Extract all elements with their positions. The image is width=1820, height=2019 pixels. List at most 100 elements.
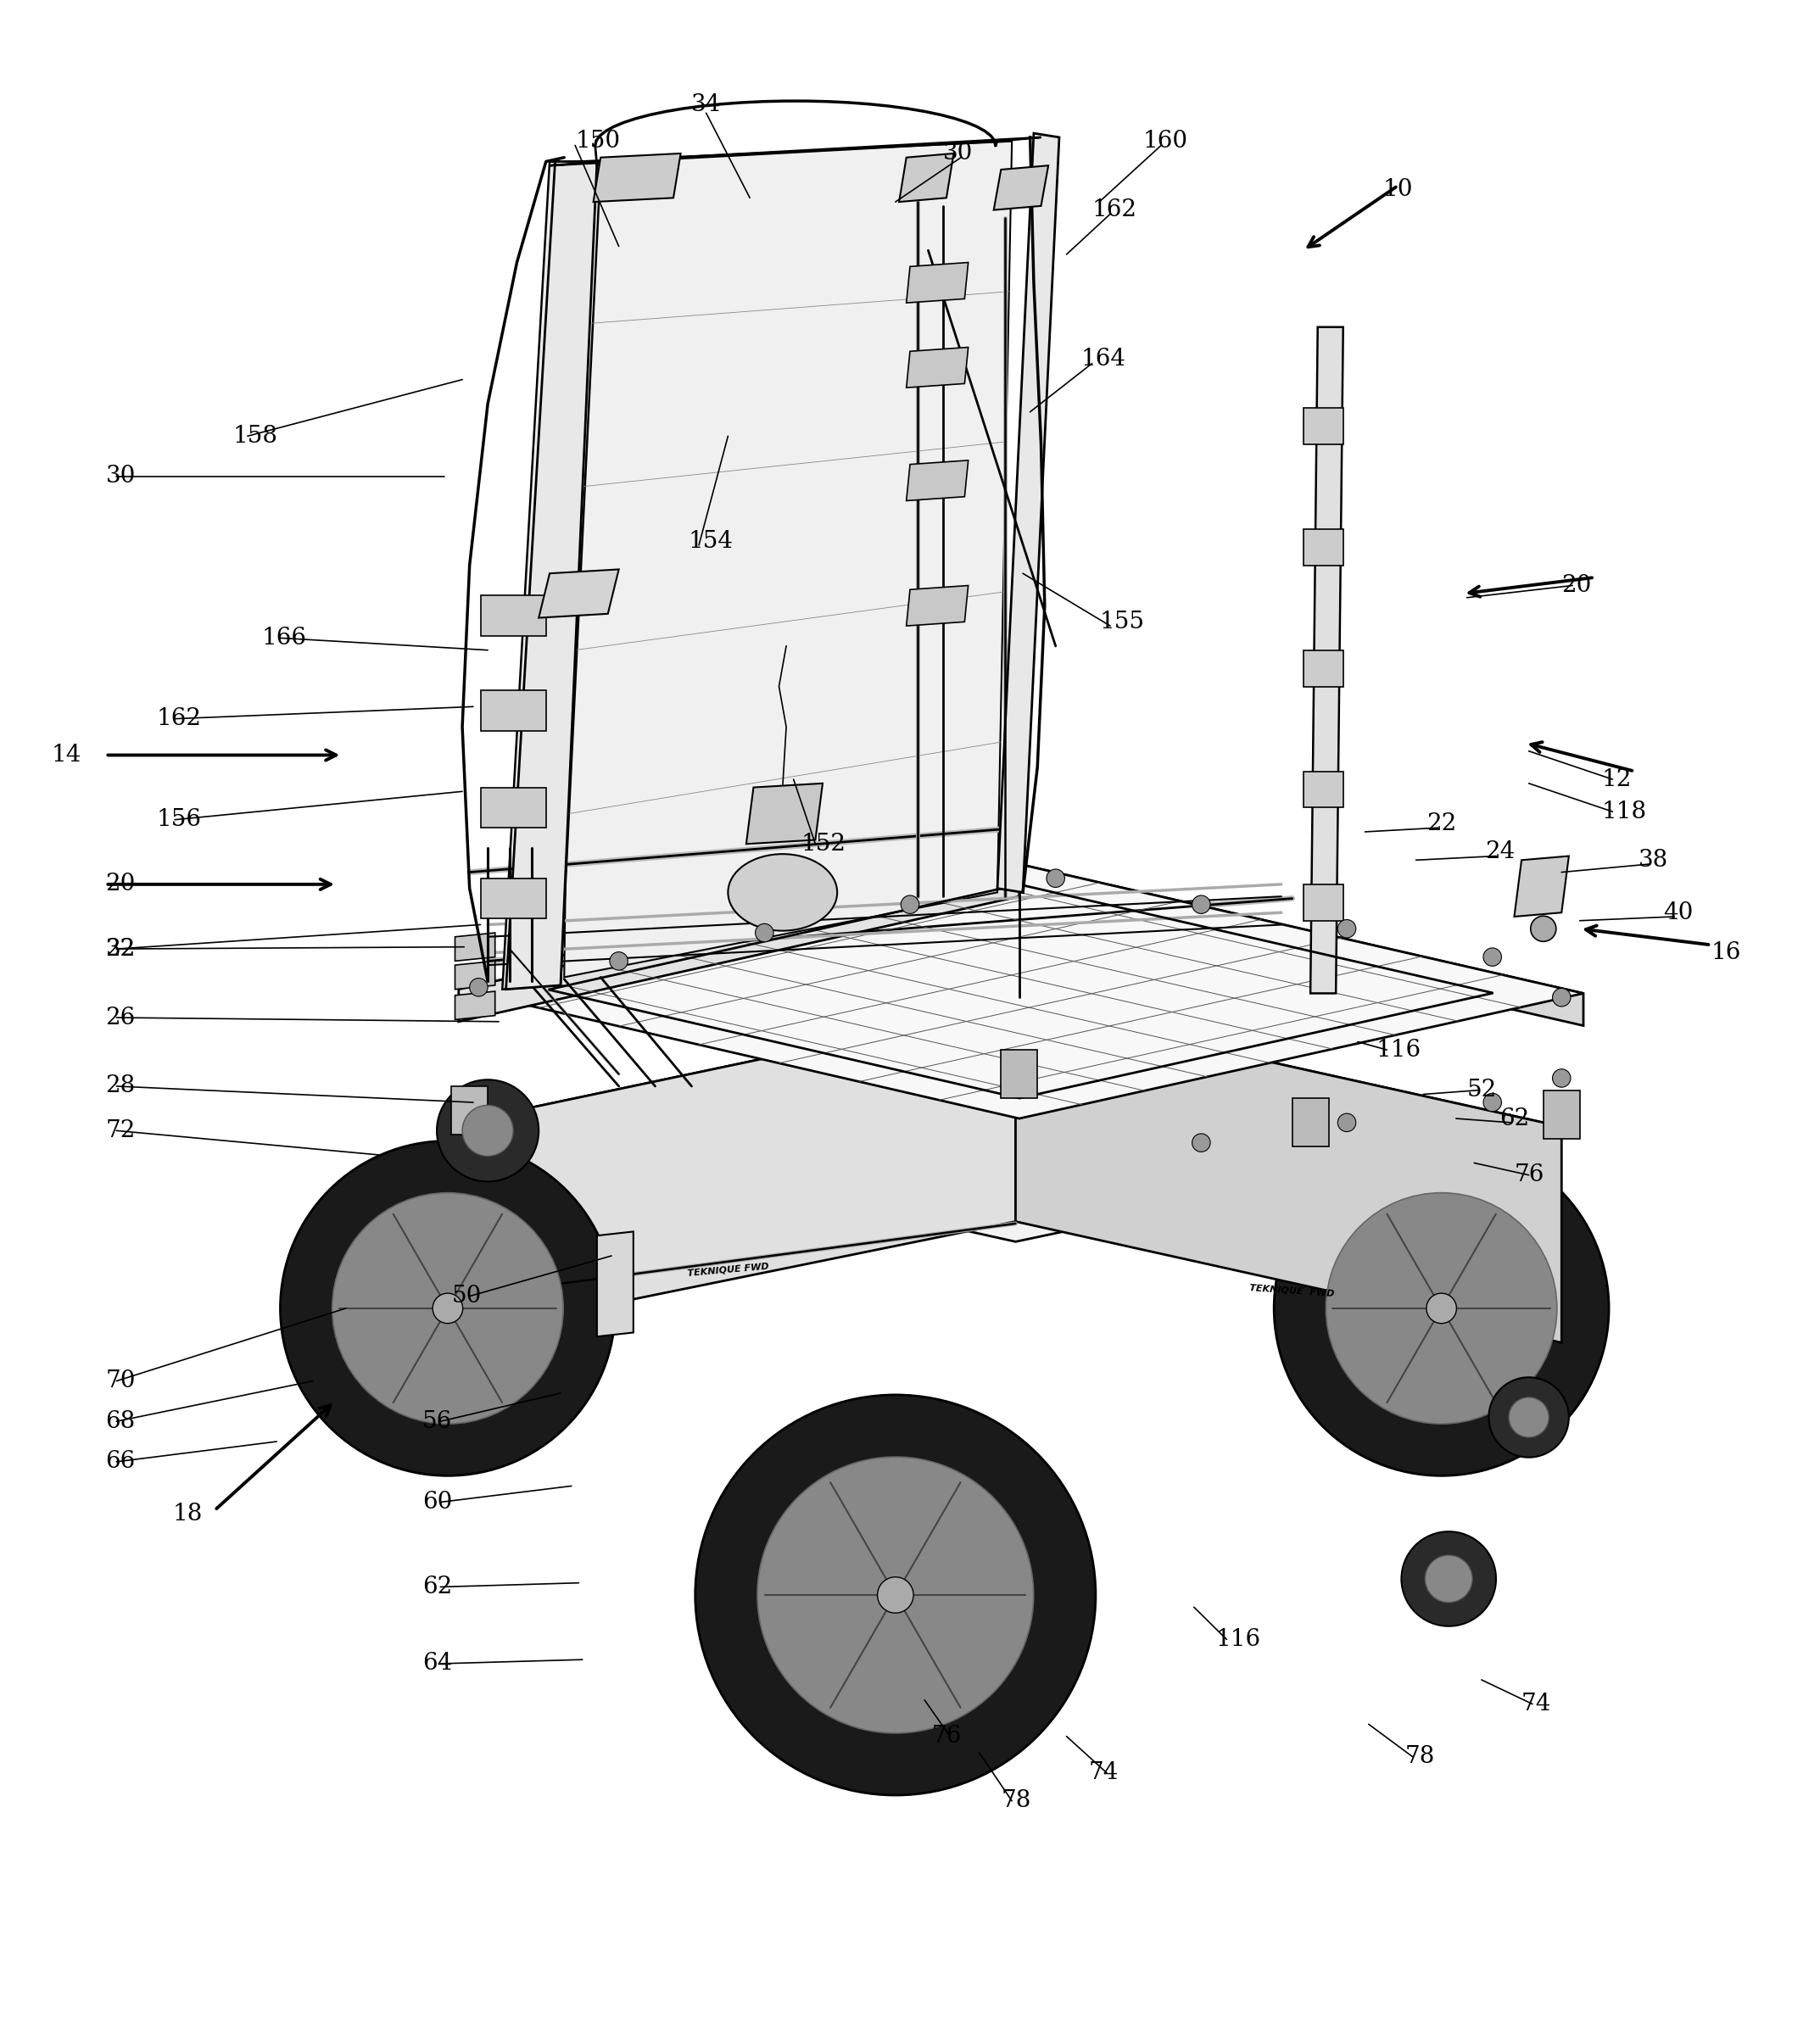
- Text: 78: 78: [1001, 1789, 1030, 1813]
- Polygon shape: [550, 137, 1041, 166]
- Polygon shape: [906, 347, 968, 388]
- Text: 76: 76: [932, 1724, 961, 1748]
- Ellipse shape: [755, 923, 774, 943]
- Text: 70: 70: [106, 1369, 136, 1393]
- Text: 118: 118: [1602, 800, 1647, 824]
- Text: 60: 60: [422, 1490, 451, 1514]
- Polygon shape: [746, 783, 823, 844]
- Ellipse shape: [1483, 947, 1501, 967]
- Text: 22: 22: [106, 937, 135, 961]
- Text: 68: 68: [106, 1409, 135, 1433]
- Text: 14: 14: [51, 743, 80, 767]
- Polygon shape: [480, 787, 546, 828]
- Text: 56: 56: [422, 1409, 451, 1433]
- Text: 76: 76: [1514, 1163, 1543, 1187]
- Text: 40: 40: [1663, 900, 1693, 925]
- Text: 28: 28: [106, 1074, 135, 1098]
- Text: 162: 162: [157, 707, 202, 731]
- Text: 156: 156: [157, 808, 202, 832]
- Polygon shape: [539, 569, 619, 618]
- Text: 30: 30: [943, 141, 972, 166]
- Text: 18: 18: [173, 1502, 202, 1526]
- Ellipse shape: [470, 977, 488, 997]
- Ellipse shape: [757, 1458, 1034, 1732]
- Polygon shape: [455, 933, 495, 961]
- Text: 10: 10: [1383, 178, 1414, 202]
- Polygon shape: [906, 460, 968, 501]
- Ellipse shape: [1046, 868, 1065, 888]
- Ellipse shape: [280, 1141, 615, 1476]
- Text: 64: 64: [422, 1652, 451, 1676]
- Ellipse shape: [333, 1193, 562, 1423]
- Text: 74: 74: [1522, 1692, 1551, 1716]
- Polygon shape: [1303, 529, 1343, 565]
- Text: 32: 32: [106, 937, 135, 961]
- Text: 155: 155: [1099, 610, 1145, 634]
- Polygon shape: [455, 961, 495, 989]
- Ellipse shape: [1552, 987, 1571, 1007]
- Ellipse shape: [433, 1294, 462, 1322]
- Text: 166: 166: [262, 626, 308, 650]
- Polygon shape: [459, 864, 1583, 1119]
- Polygon shape: [899, 153, 954, 202]
- Text: 20: 20: [106, 872, 135, 896]
- Text: TEKNIQUE  FWD: TEKNIQUE FWD: [1250, 1284, 1334, 1298]
- Polygon shape: [906, 586, 968, 626]
- Text: 12: 12: [1602, 767, 1631, 791]
- Polygon shape: [480, 596, 546, 636]
- Text: 116: 116: [1216, 1627, 1261, 1652]
- Ellipse shape: [1552, 1068, 1571, 1088]
- Text: 24: 24: [1485, 840, 1514, 864]
- Polygon shape: [593, 153, 681, 202]
- Text: 162: 162: [1092, 198, 1138, 222]
- Ellipse shape: [610, 951, 628, 971]
- Text: 74: 74: [1088, 1761, 1117, 1785]
- Text: TEKNIQUE FWD: TEKNIQUE FWD: [686, 1262, 770, 1278]
- Ellipse shape: [1509, 1397, 1549, 1438]
- Polygon shape: [1016, 1005, 1562, 1343]
- Text: 38: 38: [1638, 848, 1667, 872]
- Text: 52: 52: [1467, 1078, 1496, 1102]
- Polygon shape: [1019, 864, 1583, 1026]
- Text: 22: 22: [1427, 812, 1456, 836]
- Text: 66: 66: [106, 1450, 135, 1474]
- Polygon shape: [451, 1086, 488, 1135]
- Text: 62: 62: [422, 1575, 451, 1599]
- Text: 164: 164: [1081, 347, 1127, 371]
- Polygon shape: [455, 991, 495, 1020]
- Ellipse shape: [1425, 1555, 1472, 1603]
- Polygon shape: [506, 162, 597, 989]
- Text: 20: 20: [1562, 573, 1591, 598]
- Polygon shape: [1303, 771, 1343, 808]
- Polygon shape: [997, 133, 1059, 892]
- Text: 72: 72: [106, 1119, 135, 1143]
- Text: 30: 30: [106, 464, 135, 489]
- Ellipse shape: [877, 1577, 914, 1613]
- Ellipse shape: [1427, 1294, 1456, 1322]
- Polygon shape: [1292, 1098, 1329, 1147]
- Ellipse shape: [462, 1104, 513, 1157]
- Ellipse shape: [728, 854, 837, 931]
- Text: 160: 160: [1143, 129, 1188, 153]
- Text: 150: 150: [575, 129, 621, 153]
- Text: 116: 116: [1376, 1038, 1421, 1062]
- Text: 50: 50: [451, 1284, 480, 1308]
- Ellipse shape: [1531, 917, 1556, 941]
- Ellipse shape: [901, 894, 919, 915]
- Ellipse shape: [695, 1395, 1096, 1795]
- Polygon shape: [1303, 408, 1343, 444]
- Ellipse shape: [1192, 894, 1210, 915]
- Ellipse shape: [1327, 1193, 1556, 1423]
- Text: 16: 16: [1711, 941, 1740, 965]
- Text: 154: 154: [688, 529, 733, 553]
- Ellipse shape: [1401, 1532, 1496, 1625]
- Polygon shape: [1514, 856, 1569, 917]
- Polygon shape: [1303, 884, 1343, 921]
- Polygon shape: [459, 864, 1019, 1022]
- Polygon shape: [1001, 1050, 1037, 1098]
- Polygon shape: [470, 1005, 1562, 1242]
- Text: 26: 26: [106, 1005, 135, 1030]
- Polygon shape: [1543, 1090, 1580, 1139]
- Ellipse shape: [1338, 919, 1356, 939]
- Ellipse shape: [1483, 1092, 1501, 1112]
